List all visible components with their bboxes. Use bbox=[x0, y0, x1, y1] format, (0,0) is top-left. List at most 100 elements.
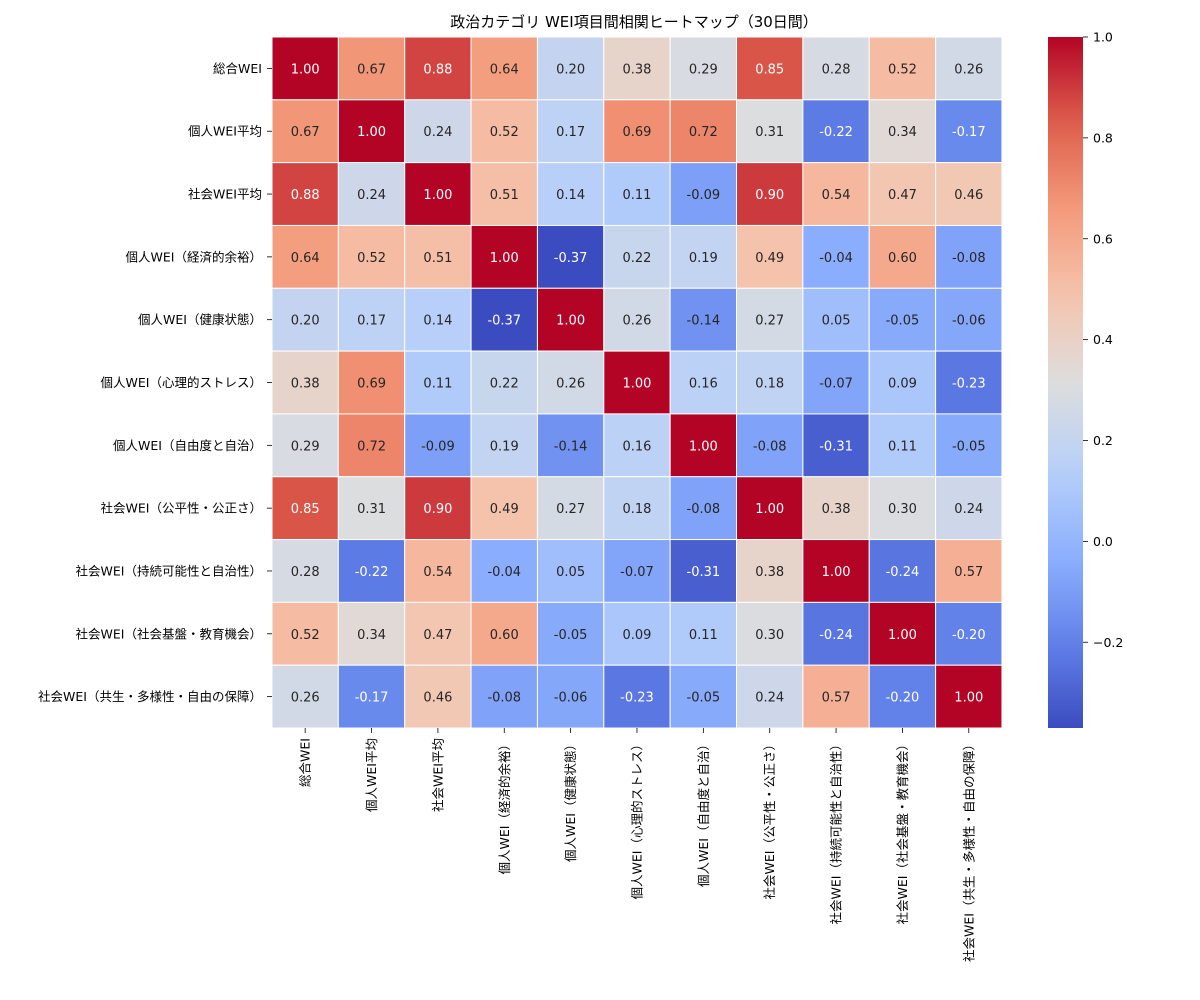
heatmap-cell bbox=[669, 287, 738, 352]
cell-value-label: -0.07 bbox=[620, 565, 654, 580]
heatmap-cell bbox=[868, 36, 937, 101]
cell-value-label: 0.22 bbox=[623, 251, 652, 266]
chart-title: 政治カテゴリ WEI項目間相関ヒートマップ（30日間） bbox=[450, 13, 818, 31]
heatmap-cell bbox=[669, 476, 738, 541]
heatmap-cell bbox=[271, 413, 339, 478]
cell-value-label: 0.09 bbox=[888, 377, 917, 392]
x-tick-label: 社会WEI平均 bbox=[430, 738, 445, 812]
cell-value-label: 0.52 bbox=[888, 62, 917, 77]
cell-value-label: -0.08 bbox=[487, 691, 521, 706]
cell-value-label: 1.00 bbox=[490, 251, 519, 266]
x-tick-label: 総合WEI bbox=[298, 738, 313, 787]
cell-value-label: 0.11 bbox=[888, 439, 917, 454]
y-tick-label: 個人WEI（心理的ストレス） bbox=[101, 375, 262, 390]
cell-value-label: -0.22 bbox=[819, 125, 853, 140]
cell-value-label: 1.00 bbox=[954, 691, 983, 706]
cell-value-label: 0.52 bbox=[357, 251, 386, 266]
y-tick-label: 個人WEI平均 bbox=[188, 124, 262, 139]
cell-value-label: -0.23 bbox=[620, 691, 654, 706]
heatmap-cell bbox=[802, 539, 870, 603]
cell-value-label: 0.27 bbox=[556, 502, 585, 517]
cell-value-label: 0.85 bbox=[755, 62, 784, 77]
heatmap-cell bbox=[536, 476, 605, 541]
cell-value-label: 0.30 bbox=[888, 502, 917, 517]
heatmap-cell bbox=[603, 287, 671, 352]
colorbar-tick-label: 0.6 bbox=[1093, 231, 1113, 246]
heatmap-cell bbox=[536, 162, 605, 226]
heatmap-cell bbox=[868, 99, 937, 164]
heatmap-cell bbox=[669, 162, 738, 226]
heatmap-cell bbox=[271, 36, 339, 101]
x-tick-label: 社会WEI（公平性・公正さ） bbox=[762, 738, 777, 899]
cell-value-label: 0.29 bbox=[291, 439, 320, 454]
heatmap-cell bbox=[404, 539, 472, 603]
heatmap-cell bbox=[470, 413, 538, 478]
heatmap-cell bbox=[470, 350, 538, 415]
colorbar-tick-label: 0.4 bbox=[1093, 332, 1113, 347]
cell-value-label: 0.20 bbox=[291, 314, 320, 329]
heatmap-cell bbox=[404, 287, 472, 352]
cell-value-label: 0.22 bbox=[490, 377, 519, 392]
cell-value-label: -0.04 bbox=[819, 251, 853, 266]
heatmap-cell bbox=[868, 287, 937, 352]
cell-value-label: 0.49 bbox=[755, 251, 784, 266]
colorbar-tick-label: 0.0 bbox=[1093, 534, 1113, 549]
cell-value-label: 0.72 bbox=[357, 439, 386, 454]
heatmap-cell bbox=[271, 162, 339, 226]
cell-value-label: 0.57 bbox=[954, 565, 983, 580]
cell-value-label: -0.23 bbox=[952, 377, 986, 392]
y-tick-label: 個人WEI（経済的余裕） bbox=[126, 249, 262, 264]
heatmap-cell bbox=[404, 36, 472, 101]
heatmap-cell bbox=[935, 476, 1003, 541]
cell-value-label: 0.85 bbox=[291, 502, 320, 517]
heatmap-cell bbox=[470, 539, 538, 603]
cell-value-label: 1.00 bbox=[755, 502, 784, 517]
heatmap-cell bbox=[404, 162, 472, 226]
cell-value-label: -0.20 bbox=[886, 691, 920, 706]
cell-value-label: 0.28 bbox=[822, 62, 851, 77]
cell-value-label: 0.30 bbox=[755, 628, 784, 643]
column-labels: 総合WEI 個人WEI平均 社会WEI平均 個人WEI（経済的余裕） 個人WEI（健康状… bbox=[298, 728, 976, 962]
heatmap-cell bbox=[935, 601, 1003, 666]
heatmap-cell bbox=[736, 413, 804, 478]
heatmap-cell bbox=[470, 36, 538, 101]
cell-value-label: 0.52 bbox=[490, 125, 519, 140]
cell-value-label: 0.14 bbox=[556, 188, 585, 203]
x-tick-label: 個人WEI（経済的余裕） bbox=[497, 738, 512, 874]
cell-value-label: 0.69 bbox=[357, 377, 386, 392]
cell-value-label: 0.24 bbox=[357, 188, 386, 203]
heatmap-cells: 1.00 0.67 0.88 0.64 0.20 0.38 0.29 0.85 0.28 0.52… bbox=[271, 36, 1003, 729]
heatmap-cell bbox=[337, 413, 406, 478]
heatmap-cell bbox=[868, 664, 937, 729]
cell-value-label: 1.00 bbox=[888, 628, 917, 643]
heatmap-cell bbox=[935, 539, 1003, 603]
cell-value-label: 0.27 bbox=[755, 314, 784, 329]
heatmap-cell bbox=[404, 99, 472, 164]
heatmap-cell bbox=[404, 224, 472, 289]
cell-value-label: 0.18 bbox=[623, 502, 652, 517]
cell-value-label: 0.19 bbox=[689, 251, 718, 266]
heatmap-cell bbox=[868, 224, 937, 289]
cell-value-label: -0.31 bbox=[687, 565, 721, 580]
heatmap-cell bbox=[603, 350, 671, 415]
cell-value-label: 0.24 bbox=[423, 125, 452, 140]
cell-value-label: -0.24 bbox=[886, 565, 920, 580]
colorbar-tick-label: 0.8 bbox=[1093, 130, 1113, 145]
colorbar-gradient bbox=[1048, 37, 1083, 728]
y-tick-label: 社会WEI（公平性・公正さ） bbox=[101, 501, 262, 516]
cell-value-label: 0.60 bbox=[490, 628, 519, 643]
heatmap-cell bbox=[536, 287, 605, 352]
cell-value-label: 0.11 bbox=[689, 628, 718, 643]
cell-value-label: 0.26 bbox=[954, 62, 983, 77]
heatmap-cell bbox=[802, 601, 870, 666]
cell-value-label: 0.31 bbox=[357, 502, 386, 517]
heatmap-cell bbox=[404, 413, 472, 478]
heatmap-cell bbox=[470, 287, 538, 352]
heatmap-cell bbox=[603, 539, 671, 603]
heatmap-cell bbox=[404, 601, 472, 666]
cell-value-label: -0.05 bbox=[886, 314, 920, 329]
cell-value-label: 0.72 bbox=[689, 125, 718, 140]
cell-value-label: 0.67 bbox=[357, 62, 386, 77]
y-tick-label: 社会WEI平均 bbox=[188, 187, 262, 202]
heatmap-cell bbox=[536, 601, 605, 666]
